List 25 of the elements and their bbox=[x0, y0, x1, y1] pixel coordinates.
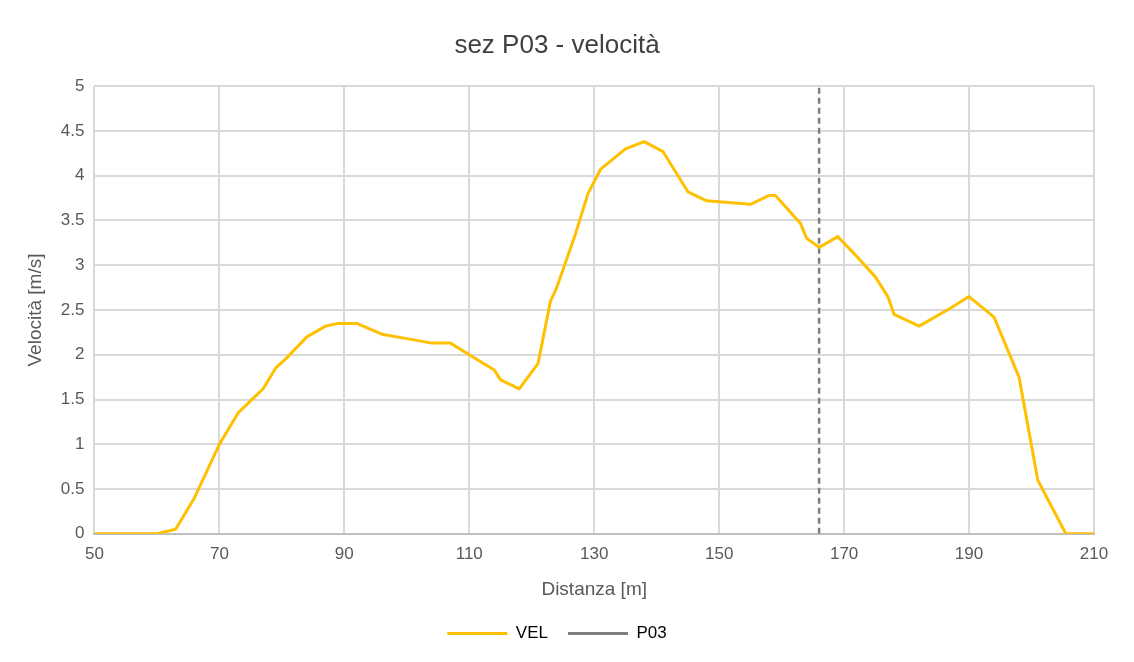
y-tick-label: 5 bbox=[74, 75, 85, 95]
y-tick-label: 3.5 bbox=[60, 210, 85, 230]
y-tick-label: 2 bbox=[74, 344, 85, 364]
chart-title: sez P03 - velocità bbox=[454, 28, 661, 59]
y-axis-title: Velocità [m/s] bbox=[23, 253, 45, 367]
x-tick-label: 190 bbox=[954, 543, 984, 563]
x-tick-label: 110 bbox=[455, 543, 483, 563]
y-tick-label: 0.5 bbox=[60, 478, 85, 498]
x-tick-label: 210 bbox=[1079, 543, 1109, 563]
y-tick-label: 1 bbox=[74, 433, 85, 453]
x-tick-label: 90 bbox=[334, 543, 354, 563]
x-tick-label: 170 bbox=[829, 543, 859, 563]
x-tick-label: 130 bbox=[580, 543, 609, 563]
x-axis-title: Distanza [m] bbox=[541, 577, 648, 599]
y-tick-label: 2.5 bbox=[60, 299, 85, 319]
y-tick-label: 3 bbox=[74, 254, 85, 274]
x-tick-label: 150 bbox=[704, 543, 734, 563]
x-tick-label: 70 bbox=[209, 543, 229, 563]
legend-label: VEL bbox=[515, 623, 548, 643]
x-tick-label: 50 bbox=[84, 543, 104, 563]
y-tick-label: 1.5 bbox=[60, 389, 85, 409]
legend-label: P03 bbox=[636, 623, 667, 643]
y-tick-label: 4 bbox=[74, 165, 85, 185]
y-tick-label: 4.5 bbox=[60, 120, 85, 140]
y-tick-label: 0 bbox=[74, 523, 85, 543]
